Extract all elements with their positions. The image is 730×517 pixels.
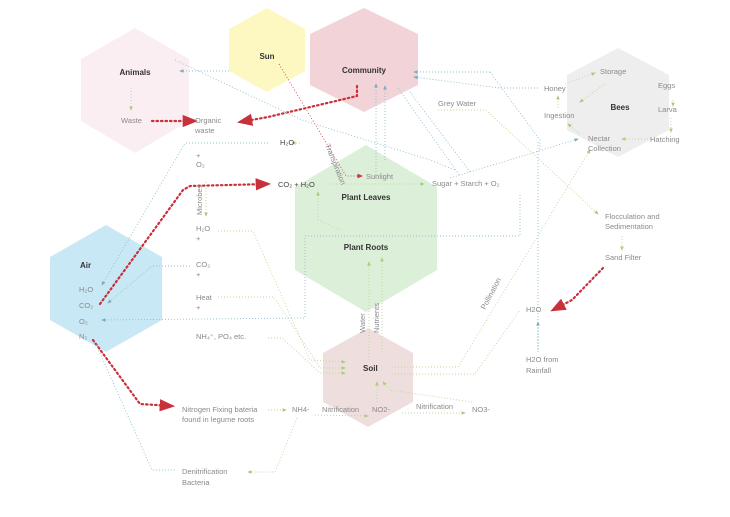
label-no2: NO2- <box>372 405 390 414</box>
label-air-h2o: H₂O <box>79 285 93 294</box>
flow-co2-to-air <box>107 265 190 304</box>
flow-greywater-to-flocculation <box>438 109 599 215</box>
label-nitrogen-fixing-2: found in legume roots <box>182 415 254 424</box>
label-denitrification-2: Bacteria <box>182 478 210 487</box>
flow-sun-transpiration <box>278 63 364 179</box>
flow-nh4po4-to-soil <box>268 337 346 375</box>
label-ingestion: Ingestion <box>544 111 574 120</box>
label-heat-plus-2: + <box>196 303 201 312</box>
flow-soil-right <box>392 309 521 375</box>
node-plant-leaves: Plant Leaves <box>342 193 391 202</box>
flow-h2o-to-air <box>101 142 268 286</box>
flow-air-to-denitrification <box>94 341 176 471</box>
label-plus-o2-1: + <box>196 151 201 160</box>
community-hexagon <box>310 8 418 112</box>
flow-nh4-to-denitrification <box>247 417 298 474</box>
flow-h2o-to-soil <box>218 230 346 364</box>
node-soil: Soil <box>363 364 378 373</box>
label-flocculation-2: Sedimentation <box>605 222 653 231</box>
label-hatching: Hatching <box>650 135 680 144</box>
flow-honey-to-community-1 <box>413 75 538 89</box>
label-eggs: Eggs <box>658 81 675 90</box>
label-nh4: NH4- <box>292 405 310 414</box>
flow-heat-to-soil <box>218 296 346 370</box>
label-sunlight: Sunlight <box>366 172 394 181</box>
animals-hexagon <box>81 28 189 153</box>
node-community: Community <box>342 66 387 75</box>
flow-storage-to-ingestion <box>579 83 606 103</box>
label-sugar-starch-o2: Sugar + Starch + O₂ <box>432 179 500 188</box>
node-sun: Sun <box>259 52 274 61</box>
label-pollination: Pollination <box>479 276 503 311</box>
label-water: Water <box>358 313 367 333</box>
sun-hexagon <box>229 8 305 92</box>
label-organic-waste-1: Organic <box>195 116 222 125</box>
label-h2o-top: H₂O <box>280 138 294 147</box>
label-denitrification-1: Denitrification <box>182 467 227 476</box>
label-nectar-1: Nectar <box>588 134 611 143</box>
label-waste: Waste <box>121 116 142 125</box>
flow-community-to-organic <box>236 84 359 126</box>
node-plant-roots: Plant Roots <box>344 243 389 252</box>
label-microbes: Microbes <box>195 184 204 215</box>
node-bees: Bees <box>610 103 630 112</box>
label-h2o-rainfall-1: H2O from <box>526 355 559 364</box>
label-flocculation-1: Flocculation and <box>605 212 660 221</box>
flow-o2-to-air <box>101 195 521 322</box>
label-co2-h2o: CO₂ + H₂O <box>278 180 315 189</box>
label-no3: NO3- <box>472 405 490 414</box>
label-larva: Larva <box>658 105 678 114</box>
node-air: Air <box>80 261 91 270</box>
label-nitrification-1: Nitrification <box>322 405 359 414</box>
label-air-n2: N₂ <box>79 332 87 341</box>
flow-honey-side <box>489 71 541 150</box>
flow-co2-to-leaves <box>98 178 272 306</box>
label-nitrogen-fixing-1: Nitrogen Fixing bateria <box>182 405 258 414</box>
label-nh4-po4: NH₄⁺, PO₄ etc. <box>196 332 246 341</box>
node-animals: Animals <box>119 68 151 77</box>
soil-hexagon <box>323 328 413 427</box>
label-nutrients: Nutrients <box>372 303 381 333</box>
label-honey: Honey <box>544 84 566 93</box>
label-organic-waste-2: waste <box>194 126 215 135</box>
flow-leaves-internal <box>316 191 341 231</box>
label-air-co2: CO₂ <box>79 301 93 310</box>
plant-hexagon <box>295 145 437 312</box>
flow-sugar-to-nectar <box>449 138 579 179</box>
label-heat-plus-1: Heat <box>196 293 213 302</box>
label-grey-water: Grey Water <box>438 99 477 108</box>
label-h2o-rainfall-2: Rainfall <box>526 366 551 375</box>
label-nectar-2: Collection <box>588 144 621 153</box>
label-sand-filter: Sand Filter <box>605 253 642 262</box>
label-co2-plus-1: CO₂ <box>196 260 210 269</box>
label-storage: Storage <box>600 67 626 76</box>
label-nitrification-2: Nitrification <box>416 402 453 411</box>
flow-honey-to-storage <box>564 72 596 85</box>
label-h2o-right: H2O <box>526 305 542 314</box>
flow-no3-to-soil <box>382 381 473 403</box>
label-co2-plus-2: + <box>196 270 201 279</box>
label-h2o-plus-1: H₂O <box>196 224 210 233</box>
flow-sandfilter-to-h2o <box>550 266 605 312</box>
air-hexagon <box>50 225 162 352</box>
label-h2o-plus-2: + <box>196 234 201 243</box>
label-air-o2: O₂ <box>79 317 88 326</box>
flow-pollination <box>392 149 591 368</box>
flow-n2-to-fixing <box>91 338 176 412</box>
flow-animals-to-sugar <box>174 59 456 171</box>
label-plus-o2-2: O₂ <box>196 160 205 169</box>
